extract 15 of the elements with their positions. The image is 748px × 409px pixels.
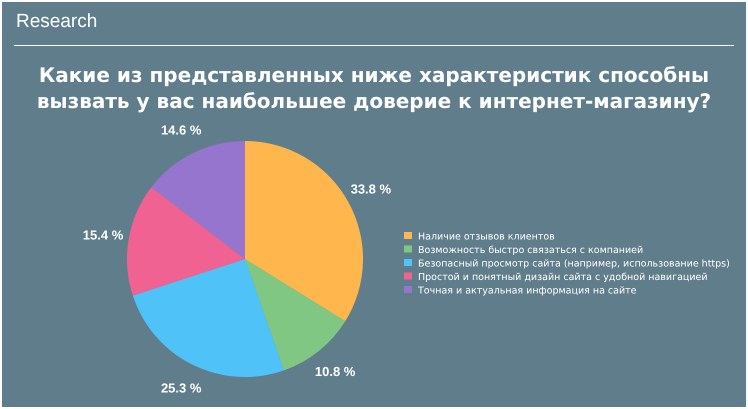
pie-slice [127,187,245,296]
data-label: 15.4 % [82,227,124,242]
legend-label: Возможность быстро связаться с компанией [418,244,644,256]
data-label: 10.8 % [314,364,356,379]
pie-slice [151,141,245,259]
chart-subtitle: Research [16,11,98,33]
legend-label: Наличие отзывов клиентов [418,231,556,242]
pie-slice [132,259,284,377]
legend-label: Простой и понятный дизайн сайта с удобной навигацией [418,272,708,283]
chart-title: Какие из представленных ниже характеристик способны вызвать у вас наибольшее доверие к интернет-магазину? [36,62,712,114]
data-label: 14.6 % [160,122,202,138]
data-label: 25.3 % [160,380,202,396]
legend-label: Точная и актуальная информация на сайте [417,285,637,296]
data-label: 33.8 % [350,182,392,197]
legend-label: Безопасный просмотр сайта (например, использование https) [418,258,730,270]
